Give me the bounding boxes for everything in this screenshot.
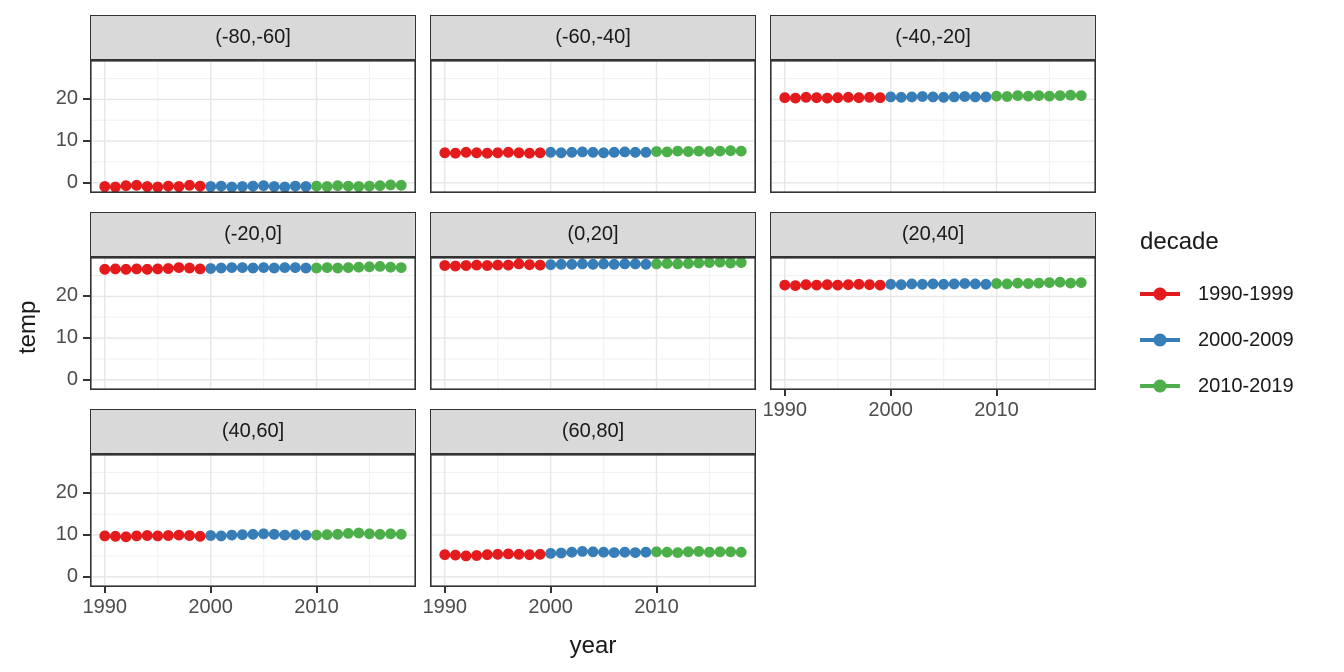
- facet-strip-label: (-60,-40]: [555, 26, 631, 48]
- y-tick-label: 10: [55, 523, 78, 546]
- facet-plot-area: [430, 454, 756, 587]
- x-tick-mark: [549, 587, 552, 593]
- facet-strip: (-60,-40]: [430, 15, 756, 60]
- y-tick-mark: [83, 337, 90, 340]
- facet-plot-area: [770, 257, 1096, 390]
- facet-strip: (-80,-60]: [90, 15, 416, 60]
- x-tick-mark: [209, 587, 212, 593]
- y-tick-mark: [83, 98, 90, 101]
- x-tick-label: 1990: [82, 596, 128, 618]
- x-tick-label: 2010: [294, 596, 339, 618]
- y-tick-label: 20: [55, 284, 78, 307]
- facet-strip: (20,40]: [770, 212, 1096, 257]
- legend-entry-label: 2000-2009: [1198, 328, 1294, 351]
- legend-entry: 1990-1999: [1140, 282, 1340, 306]
- legend-title: decade: [1140, 228, 1219, 255]
- facet-strip: (40,60]: [90, 409, 416, 454]
- y-tick-mark: [83, 295, 90, 298]
- y-tick-label: 10: [55, 129, 78, 152]
- legend-key-icon: [1140, 287, 1180, 301]
- x-tick-label: 1990: [762, 399, 808, 421]
- facet-strip-label: (20,40]: [901, 223, 965, 245]
- facet-strip-label: (-40,-20]: [895, 26, 971, 48]
- facet-strip-label: (-20,0]: [224, 223, 282, 245]
- y-tick-mark: [83, 575, 90, 578]
- x-tick-label: 2000: [188, 596, 233, 618]
- x-axis-title: year: [569, 632, 617, 659]
- facet-strip: (0,20]: [430, 212, 756, 257]
- facet-strip: (-20,0]: [90, 212, 416, 257]
- facet-strip: (60,80]: [430, 409, 756, 454]
- facet-plot-area: [90, 454, 416, 587]
- y-tick-mark: [83, 181, 90, 184]
- x-tick-mark: [103, 587, 106, 593]
- y-tick-label: 0: [66, 564, 78, 587]
- y-tick-label: 0: [66, 170, 78, 193]
- legend-entry: 2010-2019: [1140, 374, 1340, 398]
- x-tick-mark: [655, 587, 658, 593]
- facet-strip-label: (40,60]: [221, 420, 285, 442]
- y-tick-mark: [83, 492, 90, 495]
- y-tick-label: 20: [55, 481, 78, 504]
- y-tick-label: 20: [55, 87, 78, 110]
- x-tick-mark: [315, 587, 318, 593]
- x-tick-label: 2010: [634, 596, 679, 618]
- facet-plot-area: [430, 257, 756, 390]
- x-tick-mark: [443, 587, 446, 593]
- y-tick-mark: [83, 534, 90, 537]
- y-tick-label: 0: [66, 367, 78, 390]
- legend-key-icon: [1140, 379, 1180, 393]
- facet-plot-area: [90, 60, 416, 193]
- legend-entry-label: 2010-2019: [1198, 374, 1294, 397]
- facet-strip-label: (0,20]: [567, 223, 619, 245]
- x-tick-label: 1990: [422, 596, 468, 618]
- x-tick-mark: [889, 390, 892, 396]
- x-tick-label: 2000: [868, 399, 913, 421]
- y-tick-mark: [83, 140, 90, 143]
- legend: decade 1990-1999 2000-2009 2010-2019: [1140, 228, 1340, 420]
- y-tick-mark: [83, 378, 90, 381]
- x-tick-mark: [783, 390, 786, 396]
- x-tick-label: 2000: [528, 596, 573, 618]
- x-tick-label: 2010: [974, 399, 1019, 421]
- legend-key-icon: [1140, 333, 1180, 347]
- facet-plot-area: [770, 60, 1096, 193]
- facet-strip-label: (60,80]: [561, 420, 625, 442]
- x-tick-mark: [995, 390, 998, 396]
- facet-plot-area: [90, 257, 416, 390]
- facet-plot-area: [430, 60, 756, 193]
- legend-entry: 2000-2009: [1140, 328, 1340, 352]
- y-tick-label: 10: [55, 326, 78, 349]
- facet-strip-label: (-80,-60]: [215, 26, 291, 48]
- legend-entry-label: 1990-1999: [1198, 282, 1294, 305]
- facet-strip: (-40,-20]: [770, 15, 1096, 60]
